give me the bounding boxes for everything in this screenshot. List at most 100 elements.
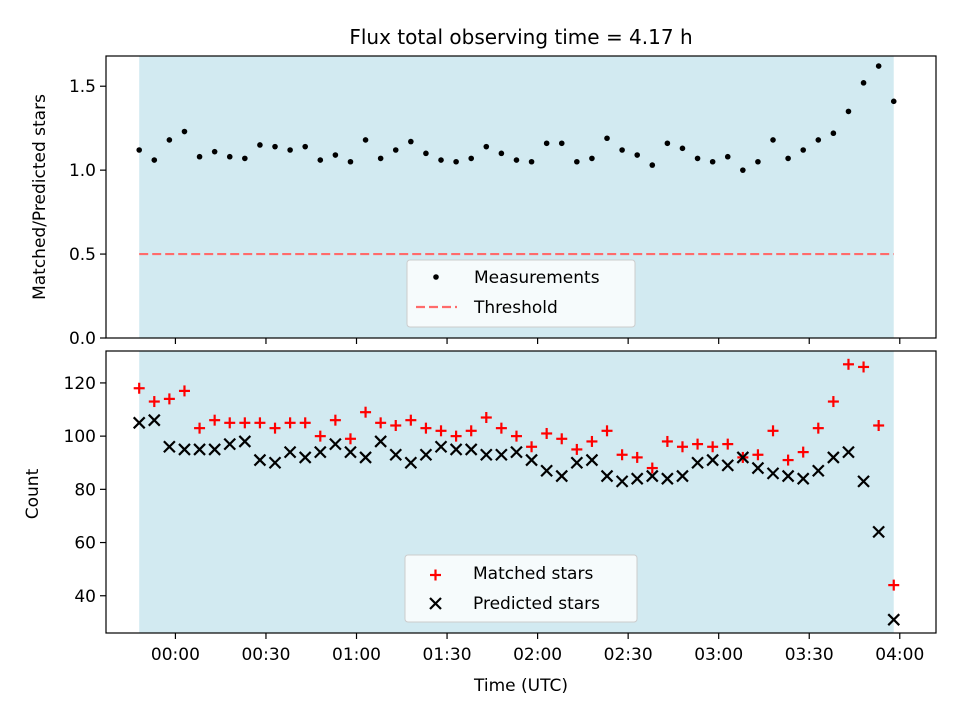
- measurement-point: [226, 153, 233, 160]
- legend-measurements-marker: [433, 274, 439, 280]
- x-tick-label: 04:00: [875, 645, 924, 665]
- predicted-star-point: [404, 456, 418, 470]
- measurement-point: [468, 155, 475, 162]
- measurement-point: [875, 63, 882, 69]
- measurement-point: [574, 158, 580, 165]
- matched-star-point: [812, 422, 824, 434]
- measurement-point: [830, 130, 837, 137]
- matched-star-point: [420, 422, 432, 434]
- bottom-legend: Matched stars Predicted stars: [404, 554, 638, 623]
- measurement-point: [483, 143, 490, 150]
- measurement-point: [347, 158, 354, 165]
- measurement-point: [438, 157, 444, 163]
- matched-star-point: [873, 419, 885, 431]
- bottom-y-axis-label: Count: [23, 468, 43, 519]
- predicted-star-point: [796, 472, 810, 485]
- predicted-star-point: [419, 448, 433, 462]
- measurement-point: [694, 155, 701, 162]
- predicted-star-point: [706, 453, 719, 467]
- matched-star-point: [888, 579, 900, 591]
- predicted-star-point: [314, 445, 327, 459]
- predicted-star-point: [857, 475, 870, 488]
- matched-star-point: [556, 433, 568, 445]
- measurement-point: [528, 158, 535, 165]
- x-tick-label: 03:00: [694, 645, 743, 665]
- y-tick-label: 80: [74, 480, 96, 500]
- measurement-point: [740, 167, 746, 173]
- predicted-star-point: [223, 437, 237, 451]
- predicted-star-point: [751, 461, 765, 475]
- matched-star-point: [858, 361, 870, 373]
- y-tick-label: 1.5: [69, 77, 96, 97]
- matched-star-point: [480, 412, 492, 424]
- measurement-point: [770, 137, 776, 143]
- bottom-x-axis-ticks: 00:00 00:30 01:00 01:30 02:00 02:30 03:00 03:30…: [151, 633, 924, 665]
- y-tick-label: 0.0: [69, 329, 96, 349]
- measurement-point: [362, 137, 369, 143]
- matched-star-point: [224, 417, 236, 429]
- matched-star-point: [601, 425, 613, 437]
- top-x-axis-ticks: [174, 338, 901, 344]
- legend-threshold-label: Threshold: [473, 298, 558, 318]
- predicted-star-point: [766, 467, 780, 480]
- predicted-star-point: [525, 453, 538, 467]
- matched-star-point: [360, 406, 372, 418]
- matched-star-point: [631, 451, 643, 463]
- measurement-point: [317, 157, 324, 163]
- matched-star-point: [284, 417, 296, 429]
- matched-star-point: [133, 382, 145, 394]
- legend-matched-label: Matched stars: [473, 564, 593, 584]
- predicted-star-point: [781, 469, 795, 483]
- measurement-point: [302, 143, 309, 150]
- x-tick-label: 01:30: [423, 645, 472, 665]
- measurement-point: [181, 128, 188, 135]
- x-tick-label: 00:00: [151, 645, 200, 665]
- predicted-star-point: [344, 445, 357, 459]
- predicted-star-point: [329, 437, 342, 451]
- measurement-point: [257, 142, 263, 148]
- measurement-point: [211, 148, 218, 155]
- measurement-point: [242, 155, 248, 162]
- measurement-point: [136, 147, 142, 153]
- predicted-star-point: [676, 469, 689, 483]
- predicted-star-point: [374, 435, 387, 448]
- matched-star-point: [707, 441, 719, 453]
- measurement-point: [408, 138, 414, 145]
- predicted-star-point: [615, 475, 629, 488]
- top-legend-box: [406, 259, 636, 328]
- top-plot-frame: [105, 55, 937, 339]
- measurement-point: [332, 152, 339, 158]
- measurement-point: [724, 153, 731, 160]
- predicted-star-point: [540, 464, 553, 477]
- matched-star-point: [194, 422, 206, 434]
- predicted-star-point: [570, 456, 584, 470]
- predicted-star-point: [464, 443, 478, 456]
- matched-star-point: [526, 441, 538, 453]
- measurement-point: [755, 158, 761, 165]
- predicted-star-point: [872, 525, 885, 539]
- measurement-point: [709, 158, 716, 165]
- measurement-point: [392, 147, 399, 153]
- matched-star-point: [842, 358, 854, 370]
- predicted-star-point: [827, 451, 840, 464]
- matched-star-point: [375, 417, 387, 429]
- measurement-point: [589, 155, 595, 162]
- y-tick-label: 60: [74, 534, 96, 554]
- measurement-point: [287, 147, 293, 153]
- predicted-star-point: [449, 443, 463, 456]
- measurement-point: [649, 162, 656, 168]
- measurement-points: [136, 63, 897, 173]
- predicted-star-point: [887, 613, 901, 626]
- measurement-point: [513, 157, 520, 163]
- predicted-star-point: [268, 456, 282, 470]
- bottom-y-axis-ticks: 40 60 80 100 120: [64, 374, 106, 607]
- predicted-star-point: [842, 445, 855, 459]
- legend-predicted-label: Predicted stars: [473, 594, 600, 614]
- y-tick-label: 120: [64, 374, 96, 394]
- predicted-star-point: [238, 435, 252, 448]
- predicted-star-point: [600, 469, 614, 483]
- measurement-point: [604, 135, 610, 142]
- matched-star-point: [390, 419, 402, 431]
- chart-title: Flux total observing time = 4.17 h: [349, 25, 692, 49]
